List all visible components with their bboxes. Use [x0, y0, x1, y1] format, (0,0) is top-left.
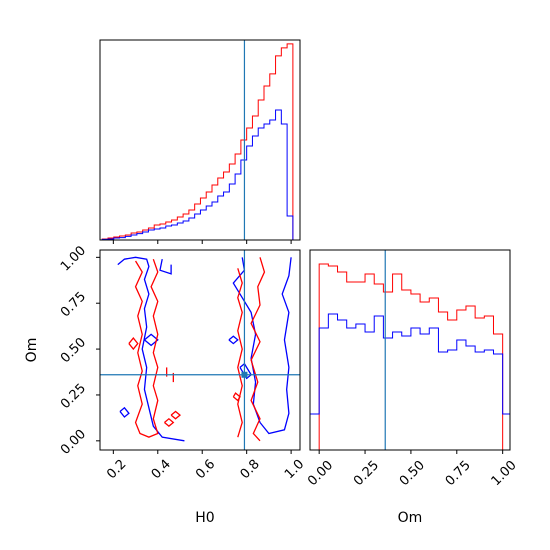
red-contour-2	[237, 268, 243, 438]
h0-tick-label: 1.0	[282, 457, 307, 482]
h0-hist-blue	[101, 109, 294, 240]
h0-om-contour-panel: 0.2 0.4 0.6 0.8 1.0 0.00 0.25 0.50 0.75 1.00	[58, 243, 307, 482]
red-contour-5	[128, 337, 139, 351]
h0-hist-red	[101, 43, 294, 240]
om-hist-blue	[310, 313, 510, 450]
om-x-tick-label: 0.50	[397, 458, 428, 489]
om-marginal-frame	[309, 249, 511, 451]
om-hist-red	[310, 263, 510, 450]
h0-tick-label: 0.8	[238, 457, 263, 482]
h0-marginal-panel	[99, 39, 301, 244]
h0-tick-label: 0.2	[104, 457, 129, 482]
red-contour-6	[164, 417, 175, 427]
contour-series	[117, 256, 292, 442]
blue-contour-3	[119, 406, 130, 418]
h0-histogram-series	[101, 43, 294, 240]
om-axis-title: Om	[398, 510, 423, 526]
om-x-tick-label: 1.00	[489, 458, 520, 489]
om-marginal-panel: 0.00 0.25 0.50 0.75 1.00	[305, 249, 520, 489]
h0-tick-label: 0.6	[193, 457, 218, 482]
om-tick-label: 0.00	[58, 427, 89, 458]
om-tick-label: 0.50	[58, 335, 89, 366]
om-y-axis-title: Om	[24, 338, 40, 363]
h0-axis-title: H0	[195, 510, 214, 526]
blue-contour-5	[228, 335, 239, 345]
blue-contour-4	[144, 333, 159, 347]
om-x-tick-label: 0.00	[305, 458, 336, 489]
h0-tick-label: 0.4	[149, 457, 174, 482]
om-x-tick-label: 0.75	[443, 458, 474, 489]
om-tick-label: 0.75	[58, 289, 89, 320]
om-tick-label: 1.00	[58, 243, 89, 274]
om-x-tick-label: 0.25	[351, 458, 382, 489]
contour-frame	[99, 249, 301, 451]
red-contour-1	[250, 257, 266, 442]
blue-contour-0	[117, 256, 185, 442]
red-contour-7	[170, 410, 182, 420]
om-histogram-series	[310, 263, 510, 450]
blue-contour-1	[159, 259, 172, 275]
red-contour-8	[232, 392, 241, 402]
truth-marker	[241, 371, 248, 378]
h0-marginal-frame	[99, 39, 301, 241]
red-contour-0	[134, 258, 159, 438]
om-tick-label: 0.25	[58, 381, 89, 412]
blue-contour-2	[232, 257, 292, 435]
